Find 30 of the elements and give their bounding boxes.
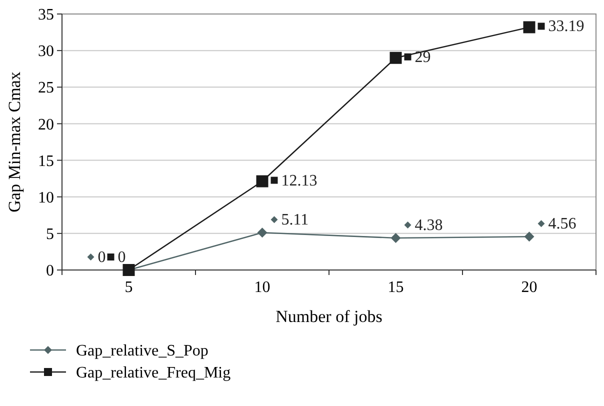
y-tick-label: 35 — [38, 6, 54, 24]
x-tick-label: 5 — [124, 279, 133, 296]
data-label: 5.11 — [281, 212, 309, 229]
data-label: 4.56 — [548, 216, 576, 233]
y-tick-label: 0 — [46, 262, 54, 280]
y-tick-label: 15 — [38, 152, 54, 170]
y-tick-label: 30 — [38, 43, 54, 60]
legend-label: Gap_relative_S_Pop — [76, 342, 208, 360]
point — [524, 232, 534, 242]
x-tick-label: 10 — [254, 279, 270, 296]
data-label: 0 — [118, 249, 126, 266]
x-tick-label: 15 — [388, 279, 404, 296]
y-tick-label: 10 — [38, 189, 54, 206]
y-axis-title: Gap Min-max Cmax — [5, 71, 24, 212]
point — [256, 175, 268, 188]
data-label: 29 — [414, 48, 431, 66]
data-label: 4.38 — [414, 216, 443, 234]
data-label: 12.13 — [281, 172, 318, 190]
point — [523, 21, 536, 34]
data-label: 33.19 — [548, 18, 584, 36]
x-axis-title: Number of jobs — [276, 307, 382, 326]
y-tick-label: 20 — [38, 116, 54, 134]
point — [390, 232, 401, 243]
legend-label: Gap_relative_Freq_Mig — [76, 364, 231, 382]
data-label: 0 — [98, 249, 106, 266]
y-tick-label: 5 — [46, 226, 54, 244]
x-tick-label: 20 — [521, 279, 538, 296]
point — [390, 52, 402, 64]
y-tick-label: 25 — [38, 80, 54, 97]
point — [257, 228, 268, 238]
